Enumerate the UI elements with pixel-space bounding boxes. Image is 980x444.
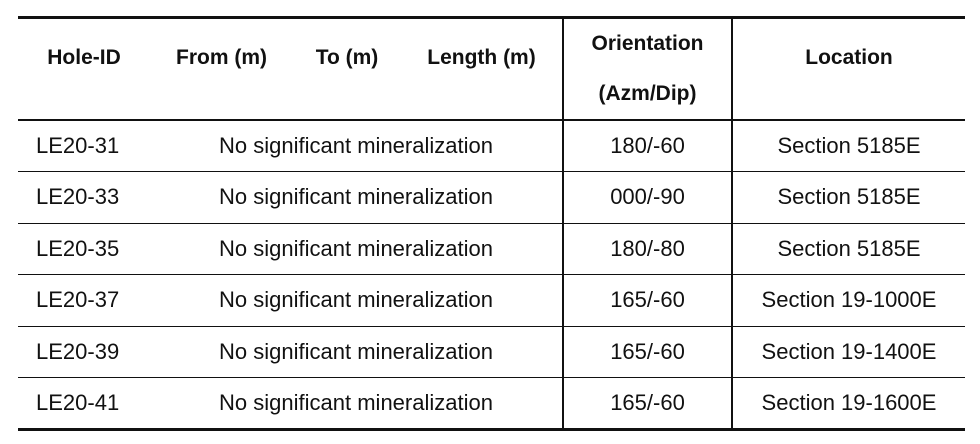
header-cell: Orientation (Azm/Dip) xyxy=(562,17,732,120)
table-cell: LE20-35 xyxy=(36,235,120,261)
table-cell: LE20-41 xyxy=(36,389,120,415)
table-cell: 000/-90 xyxy=(562,171,732,223)
table-cell: No significant mineralization xyxy=(219,184,493,210)
table-cell: Section 5185E xyxy=(731,171,965,223)
table-cell: No significant mineralization xyxy=(219,133,493,158)
header-text: Location xyxy=(805,46,893,69)
header-text: Length (m) xyxy=(427,46,536,69)
table-cell: Section 19-1400E xyxy=(731,326,965,378)
table-cell: 165/-60 xyxy=(562,326,732,378)
table-cell: LE20-31 xyxy=(36,133,120,158)
table-cell: No significant mineralization xyxy=(219,287,493,313)
table-row: LE20-33 No significant mineralization 000/… xyxy=(18,171,965,223)
table-cell: No significant mineralization xyxy=(219,338,493,364)
header-cell: Length (m) xyxy=(401,18,563,121)
header-cell: Hole-ID xyxy=(18,18,150,121)
table-row: LE20-31 No significant mineralization 180/… xyxy=(18,120,965,172)
table-cell: LE20-37 xyxy=(36,287,120,313)
header-cell: From (m) xyxy=(150,18,293,121)
table-row: LE20-37 No significant mineralization 165/… xyxy=(18,274,965,326)
table-cell: No significant mineralization xyxy=(219,235,493,261)
table-cell: Section 5185E xyxy=(731,120,965,172)
table-row: LE20-41 No significant mineralization 165/… xyxy=(18,377,965,429)
table-row: LE20-39 No significant mineralization 165/… xyxy=(18,326,965,378)
header-row: Hole-ID From (m) To (m) Length (m) Orien… xyxy=(18,17,965,121)
header-cell: To (m) xyxy=(293,18,401,121)
header-text: To (m) xyxy=(315,46,379,69)
header-text: Orientation (Azm/Dip) xyxy=(591,32,704,105)
table-cell: Section 5185E xyxy=(731,223,965,275)
table-cell: Section 19-1000E xyxy=(731,274,965,326)
table-cell: 165/-60 xyxy=(562,274,732,326)
table-cell: 180/-80 xyxy=(562,223,732,275)
header-cell: Location xyxy=(731,17,965,120)
table-body: LE20-31 No significant mineralization 180/… xyxy=(18,120,965,429)
table-cell: LE20-33 xyxy=(36,184,120,210)
table-cell: No significant mineralization xyxy=(219,389,493,415)
table-row: LE20-35 No significant mineralization 180/… xyxy=(18,223,965,275)
table-cell: 165/-60 xyxy=(562,377,732,429)
table-cell: Section 19-1600E xyxy=(731,377,965,429)
header-text: From (m) xyxy=(176,46,267,69)
table-cell: 180/-60 xyxy=(562,120,732,172)
table-cell: LE20-39 xyxy=(36,338,120,364)
results-table: Hole-ID From (m) To (m) Length (m) Orien… xyxy=(18,16,965,431)
header-text: Hole-ID xyxy=(47,46,121,69)
